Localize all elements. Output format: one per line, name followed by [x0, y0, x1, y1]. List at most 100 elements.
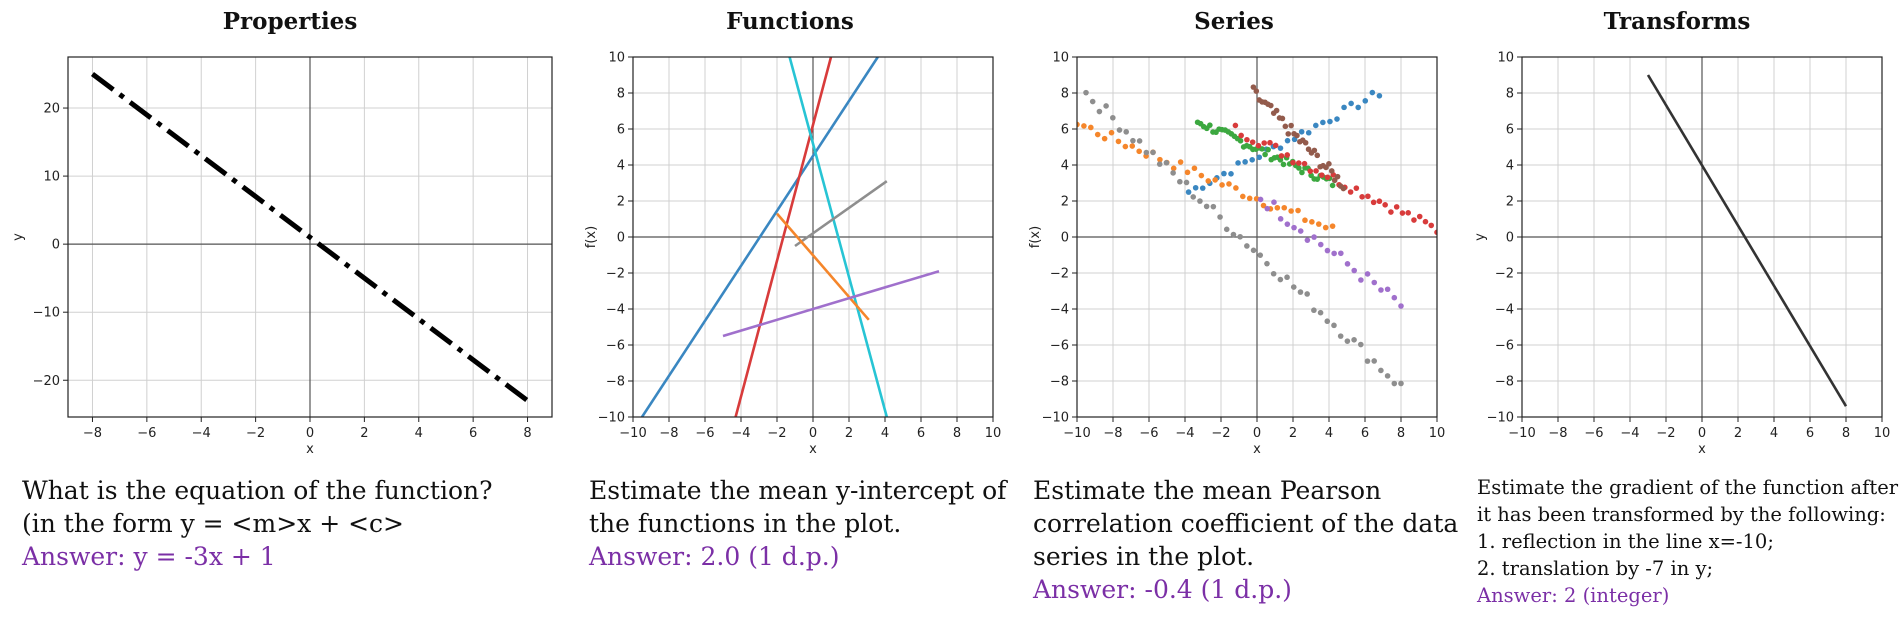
scatter-point-green: [1200, 123, 1207, 130]
scatter-point-gray: [1371, 358, 1377, 364]
y-tick-label: 10: [608, 51, 625, 66]
scatter-point-gray: [1378, 367, 1384, 374]
scatter-point-brown: [1334, 173, 1341, 180]
y-tick-label: 20: [43, 102, 60, 117]
scatter-point-green: [1277, 157, 1284, 163]
scatter-point-green: [1280, 161, 1287, 168]
scatter-point-brown: [1288, 122, 1294, 129]
scatter-point-green: [1314, 176, 1321, 182]
scatter-point-green: [1225, 129, 1232, 135]
scatter-point-blue: [1313, 122, 1319, 129]
scatter-point-blue: [1214, 175, 1220, 181]
x-tick-label: 6: [469, 426, 477, 441]
series-line-orange: [776, 212, 870, 321]
question-line: correlation coefficient of the data: [1033, 509, 1459, 538]
y-axis-label: f(x): [1028, 226, 1043, 248]
series-line-blue: [640, 57, 879, 417]
scatter-point-red: [1319, 172, 1325, 178]
scatter-point-blue: [1221, 170, 1227, 177]
scatter-point-green: [1228, 131, 1235, 137]
scatter-point-gray: [1304, 291, 1310, 297]
scatter-point-red: [1342, 184, 1348, 191]
answer-text: Answer: 2.0 (1 d.p.): [589, 542, 840, 571]
x-tick-label: 0: [306, 426, 314, 441]
scatter-point-blue: [1192, 184, 1199, 191]
scatter-point-gray: [1210, 203, 1217, 210]
scatter-point-red: [1336, 181, 1342, 188]
scatter-point-gray: [1170, 170, 1176, 176]
plot-frame: [1076, 56, 1438, 418]
scatter-point-gray: [1183, 179, 1190, 186]
scatter-point-brown: [1308, 150, 1315, 156]
chart-title: Functions: [726, 8, 854, 35]
x-tick-label: 8: [523, 426, 531, 441]
scatter-point-red: [1359, 194, 1365, 200]
scatter-point-red: [1238, 132, 1244, 139]
scatter-point-brown: [1317, 163, 1323, 170]
scatter-point-gray: [1244, 243, 1250, 249]
scatter-point-gray: [1331, 322, 1337, 329]
x-tick-label: −10: [619, 426, 646, 441]
plot-frame: [1521, 56, 1883, 418]
x-tick-label: −4: [1175, 426, 1194, 441]
scatter-point-brown: [1314, 152, 1321, 159]
scatter-point-orange: [1267, 206, 1274, 212]
scatter-point-gray: [1324, 318, 1331, 325]
scatter-point-red: [1370, 199, 1377, 206]
question-line: What is the equation of the function?: [22, 476, 493, 505]
scatter-point-blue: [1327, 118, 1333, 125]
y-tick-label: 6: [1506, 123, 1514, 138]
scatter-point-green: [1243, 142, 1250, 149]
scatter-point-gray: [1096, 108, 1103, 115]
scatter-point-brown: [1331, 177, 1338, 184]
scatter-point-green: [1207, 122, 1213, 128]
scatter-point-red: [1255, 142, 1262, 149]
scatter-point-green: [1308, 172, 1314, 179]
scatter-point-gray: [1270, 270, 1277, 277]
scatter-point-blue: [1228, 170, 1234, 177]
scatter-point-orange: [1136, 148, 1142, 155]
scatter-point-red: [1284, 152, 1291, 158]
x-tick-label: −2: [246, 426, 265, 441]
x-tick-label: 4: [415, 426, 423, 441]
scatter-point-gray: [1177, 178, 1183, 185]
x-tick-label: 10: [1429, 426, 1446, 441]
scatter-point-gray: [1250, 247, 1257, 254]
scatter-point-purple: [1304, 237, 1311, 243]
scatter-point-green: [1299, 169, 1305, 176]
x-tick-label: −8: [659, 426, 678, 441]
x-tick-label: 2: [845, 426, 853, 441]
scatter-point-red: [1290, 159, 1296, 166]
scatter-point-green: [1253, 146, 1259, 152]
y-tick-label: 8: [617, 87, 625, 102]
scatter-point-blue: [1334, 116, 1340, 122]
scatter-point-green: [1194, 119, 1201, 126]
scatter-point-orange: [1329, 223, 1336, 229]
x-tick-label: 2: [1734, 426, 1742, 441]
y-tick-label: 0: [617, 231, 625, 246]
scatter-point-red: [1399, 210, 1406, 216]
data-layer: [640, 57, 940, 417]
series-line-f: [90, 72, 530, 403]
scatter-point-purple: [1371, 279, 1378, 286]
scatter-point-orange: [1322, 224, 1329, 231]
question-line: Estimate the gradient of the function af…: [1477, 476, 1899, 499]
scatter-point-green: [1292, 162, 1299, 169]
y-tick-label: 2: [1506, 195, 1514, 210]
scatter-point-red: [1422, 218, 1429, 225]
x-axis-label: x: [1698, 442, 1706, 457]
scatter-point-orange: [1315, 221, 1322, 227]
x-tick-label: 2: [1289, 426, 1297, 441]
scatter-point-purple: [1338, 250, 1344, 257]
data-layer: [1077, 84, 1437, 387]
scatter-point-purple: [1331, 250, 1337, 257]
scatter-point-orange: [1212, 177, 1218, 183]
scatter-point-red: [1249, 139, 1256, 145]
scatter-point-blue: [1362, 98, 1369, 104]
scatter-point-green: [1268, 156, 1275, 163]
scatter-point-green: [1213, 129, 1219, 136]
scatter-point-blue: [1199, 185, 1206, 191]
x-tick-label: 4: [1325, 426, 1333, 441]
scatter-point-green: [1329, 182, 1336, 189]
scatter-point-orange: [1233, 185, 1239, 191]
